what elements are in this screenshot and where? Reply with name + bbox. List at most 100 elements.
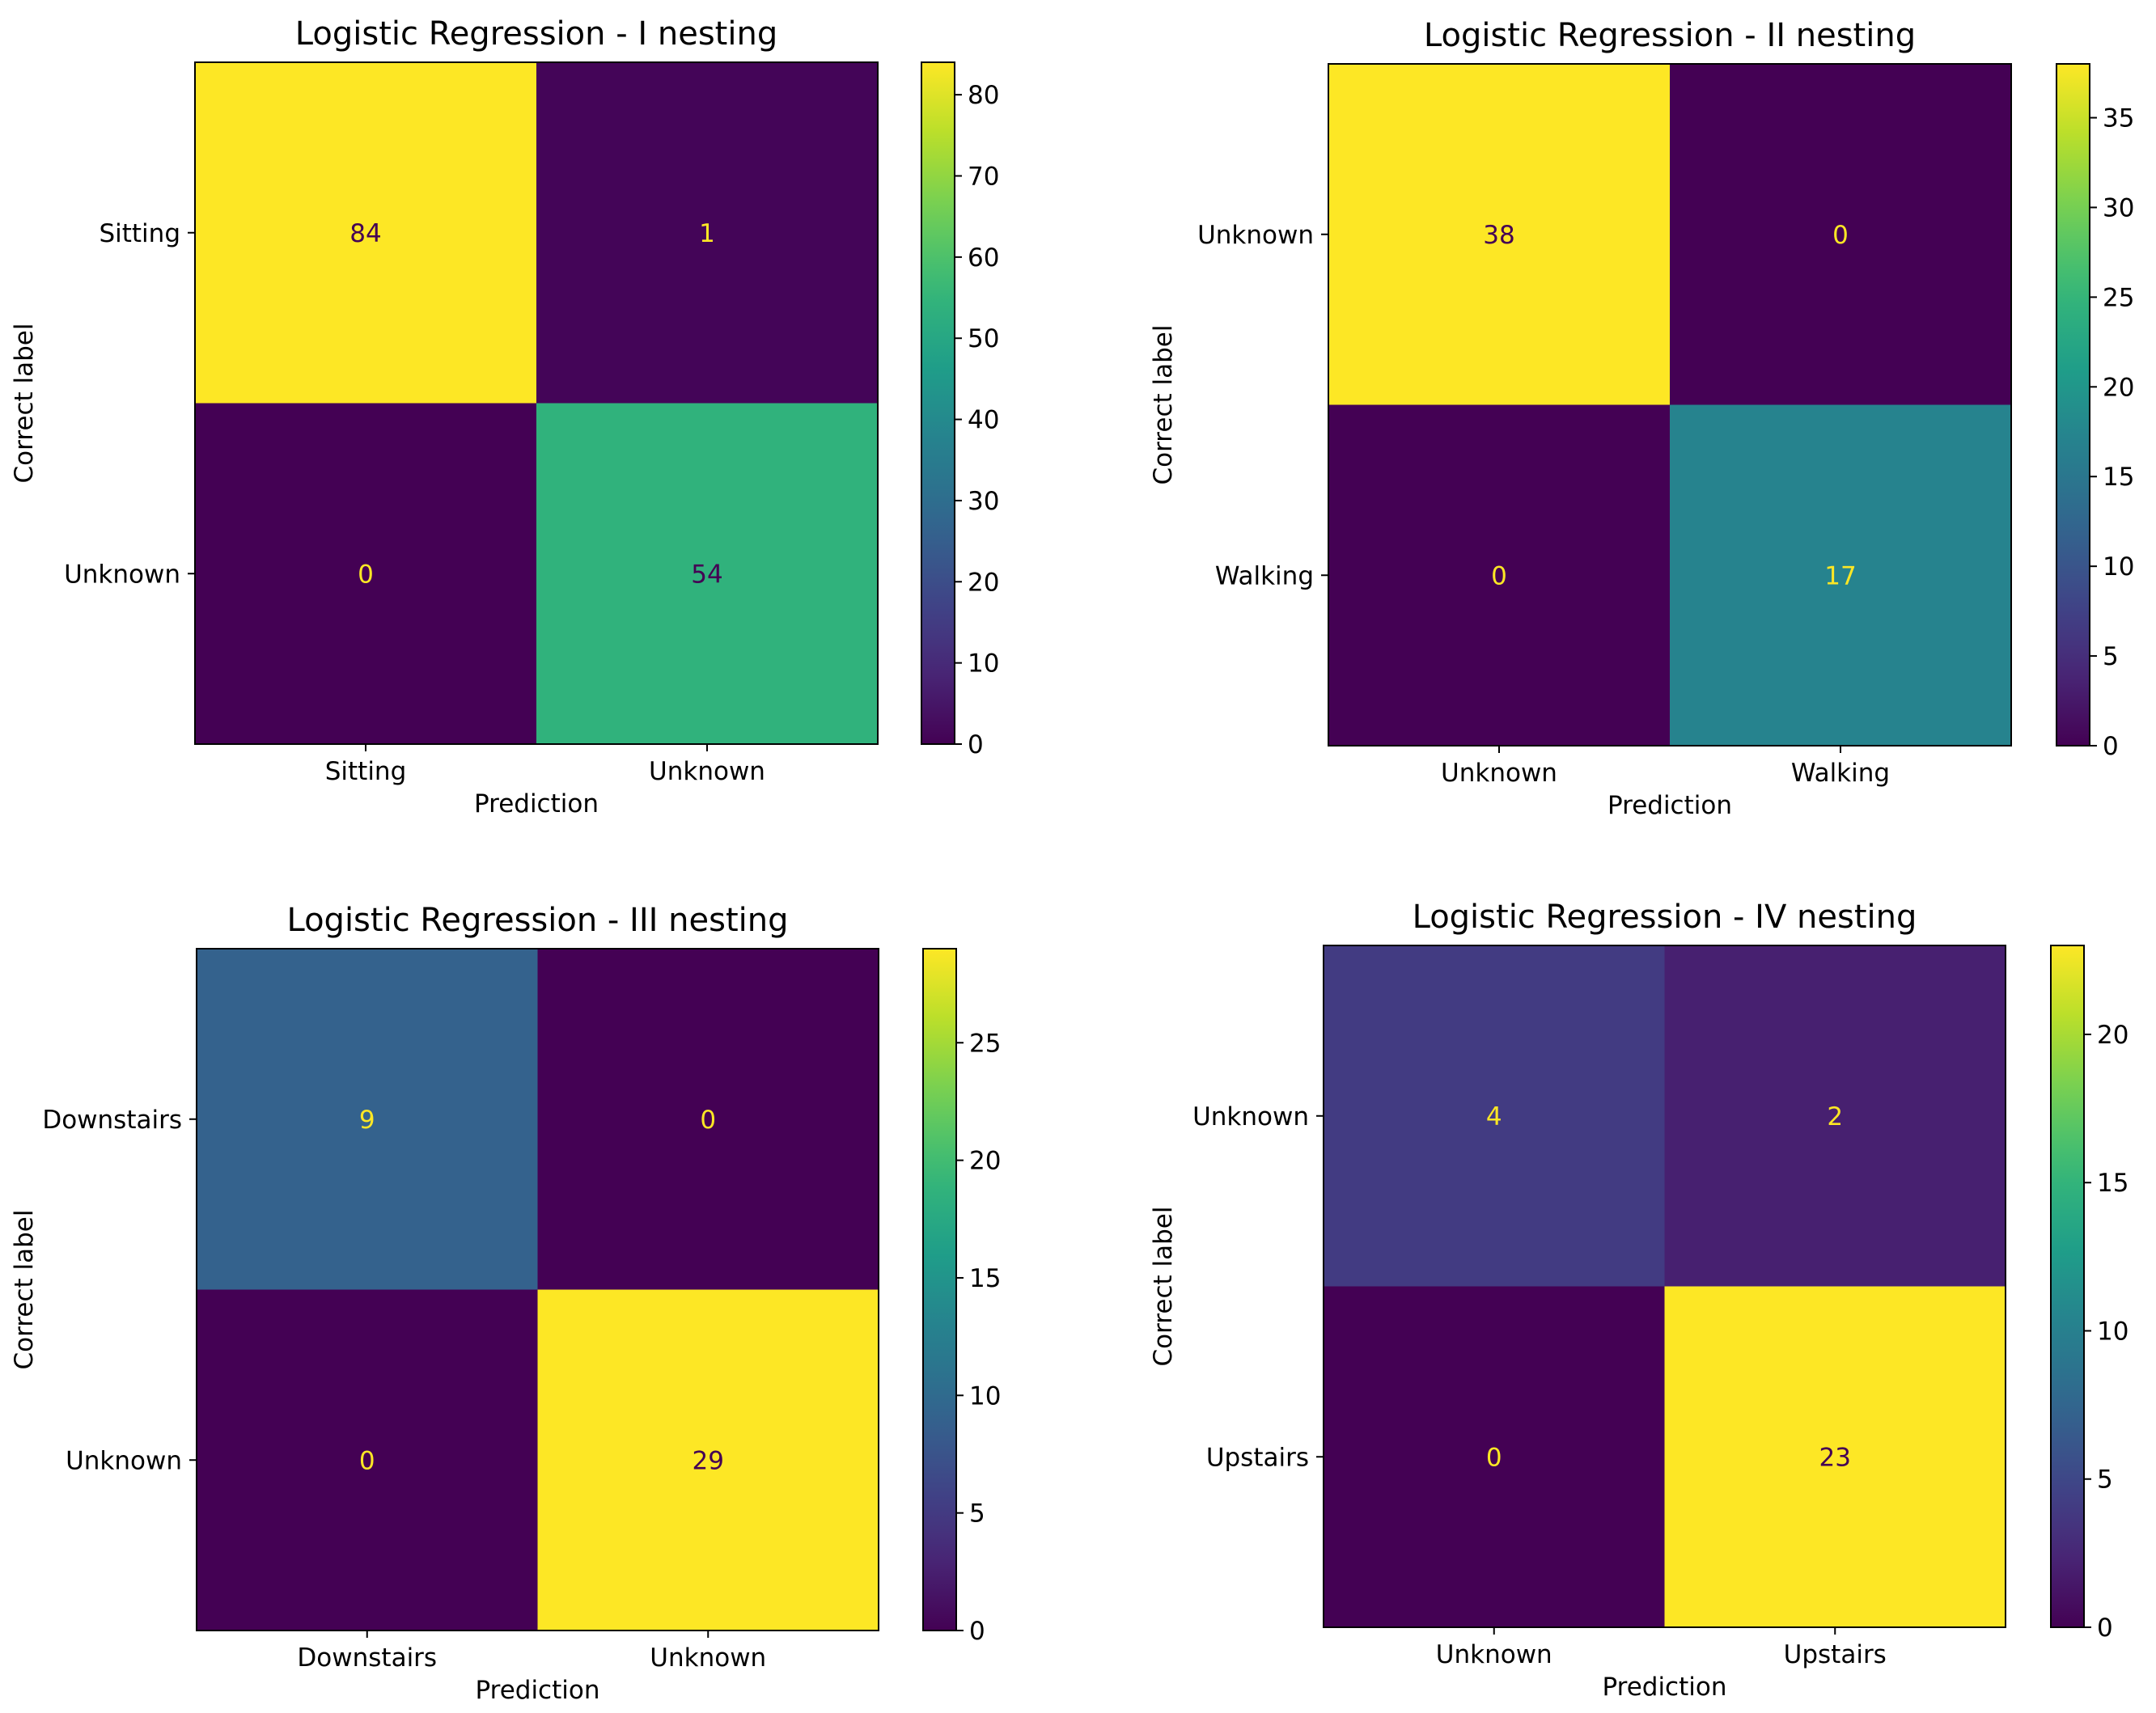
- matrix-cell: [1324, 945, 1665, 1287]
- y-tick-label: Unknown: [1197, 221, 1314, 250]
- colorbar: [2056, 63, 2090, 747]
- cell-value: 1: [699, 219, 715, 248]
- x-tick-label: Unknown: [650, 1643, 766, 1673]
- x-tick-label: Unknown: [649, 757, 765, 786]
- cell-value: 29: [693, 1446, 724, 1475]
- matrix-cell: [1328, 64, 1670, 405]
- matrix-frame: [194, 61, 879, 745]
- y-tick-label: Unknown: [1192, 1102, 1309, 1131]
- colorbar-tick-label: 20: [2097, 1021, 2128, 1050]
- colorbar-tick-label: 5: [2103, 642, 2119, 671]
- colorbar-tick-label: 30: [968, 487, 999, 516]
- confusion-matrix-panel-2: Logistic Regression - II nesting 38 0 0 17 Un…: [1149, 17, 2134, 820]
- cell-value: 0: [700, 1106, 716, 1135]
- matrix-cell: [1664, 945, 2006, 1287]
- matrix-cell: [1664, 1286, 2006, 1627]
- y-axis-label: Correct label: [10, 1210, 39, 1370]
- matrix-cell: [1328, 404, 1670, 746]
- x-axis-label: Prediction: [475, 1676, 599, 1705]
- cell-value: 0: [1832, 221, 1849, 250]
- cell-value: 0: [1491, 561, 1507, 590]
- cell-value: 38: [1483, 221, 1514, 250]
- chart-title: Logistic Regression - II nesting: [1424, 17, 1916, 54]
- x-tick-label: Unknown: [1441, 759, 1557, 788]
- chart-title: Logistic Regression - I nesting: [295, 15, 777, 53]
- matrix-cell: [536, 403, 878, 744]
- colorbar-tick-label: 0: [2103, 732, 2119, 761]
- matrix-cell: [195, 62, 536, 404]
- cell-value: 23: [1819, 1443, 1851, 1472]
- cell-value: 0: [359, 1446, 375, 1475]
- matrix-cell: [1670, 64, 2011, 405]
- x-tick-label: Walking: [1791, 759, 1890, 788]
- matrix-frame: [196, 948, 879, 1631]
- y-axis-label: Correct label: [1149, 1207, 1178, 1367]
- cell-value: 17: [1824, 561, 1856, 590]
- matrix-cell: [195, 403, 536, 744]
- matrix-cell: [536, 62, 878, 404]
- cell-value: 84: [349, 219, 381, 248]
- x-axis-label: Prediction: [1607, 791, 1732, 820]
- matrix-frame: [1328, 63, 2012, 747]
- colorbar: [922, 948, 957, 1631]
- confusion-matrix-panel-3: Logistic Regression - III nesting 9 0 0 29 Do…: [10, 902, 1001, 1705]
- colorbar-tick-label: 15: [2103, 463, 2134, 492]
- cell-value: 2: [1827, 1102, 1843, 1131]
- colorbar-tick-label: 25: [2103, 283, 2134, 312]
- x-axis-label: Prediction: [474, 789, 599, 818]
- x-tick-label: Downstairs: [297, 1643, 437, 1673]
- colorbar-tick-label: 0: [968, 730, 984, 759]
- x-axis-label: Prediction: [1602, 1673, 1726, 1702]
- y-tick-label: Upstairs: [1206, 1443, 1309, 1472]
- matrix-frame: [1323, 945, 2006, 1628]
- colorbar-tick-label: 10: [2103, 552, 2134, 582]
- colorbar-tick-label: 80: [968, 81, 999, 110]
- matrix-cell: [1324, 1286, 1665, 1627]
- colorbar-tick-label: 40: [968, 406, 999, 435]
- y-axis-label: Correct label: [1149, 325, 1178, 485]
- colorbar: [2050, 945, 2085, 1628]
- matrix-cell: [537, 949, 879, 1290]
- colorbar-tick-label: 5: [969, 1499, 985, 1529]
- y-tick-label: Unknown: [66, 1446, 182, 1475]
- chart-title: Logistic Regression - IV nesting: [1413, 899, 1917, 936]
- colorbar-tick-label: 20: [968, 568, 999, 597]
- colorbar-tick-label: 35: [2103, 104, 2134, 133]
- colorbar-tick-label: 0: [2097, 1614, 2113, 1643]
- colorbar-tick-label: 15: [2097, 1169, 2128, 1198]
- colorbar-tick-label: 5: [2097, 1466, 2113, 1495]
- colorbar-tick-label: 20: [969, 1147, 1001, 1176]
- matrix-cell: [537, 1289, 879, 1631]
- colorbar: [921, 61, 955, 745]
- x-tick-label: Sitting: [325, 757, 407, 786]
- colorbar-tick-label: 10: [968, 649, 999, 679]
- matrix-cell: [1670, 404, 2011, 746]
- colorbar-tick-label: 0: [969, 1617, 985, 1646]
- y-tick-label: Downstairs: [42, 1106, 182, 1135]
- matrix-cell: [197, 1289, 538, 1631]
- colorbar-tick-label: 50: [968, 324, 999, 353]
- colorbar-tick-label: 10: [969, 1381, 1001, 1411]
- cell-value: 0: [1486, 1443, 1502, 1472]
- y-tick-label: Walking: [1215, 561, 1314, 590]
- colorbar-tick-label: 25: [969, 1029, 1001, 1058]
- colorbar-tick-label: 30: [2103, 193, 2134, 222]
- cell-value: 0: [358, 560, 374, 589]
- x-tick-label: Upstairs: [1784, 1640, 1887, 1669]
- colorbar-tick-label: 20: [2103, 373, 2134, 402]
- y-tick-label: Unknown: [64, 560, 180, 589]
- cell-value: 4: [1486, 1102, 1502, 1131]
- cell-value: 9: [359, 1106, 375, 1135]
- x-tick-label: Unknown: [1436, 1640, 1552, 1669]
- colorbar-tick-label: 70: [968, 163, 999, 192]
- y-tick-label: Sitting: [99, 219, 180, 248]
- matrix-cell: [197, 949, 538, 1290]
- y-axis-label: Correct label: [10, 324, 39, 484]
- colorbar-tick-label: 60: [968, 243, 999, 273]
- chart-title: Logistic Regression - III nesting: [287, 902, 789, 939]
- colorbar-tick-label: 15: [969, 1264, 1001, 1293]
- colorbar-tick-label: 10: [2097, 1317, 2128, 1346]
